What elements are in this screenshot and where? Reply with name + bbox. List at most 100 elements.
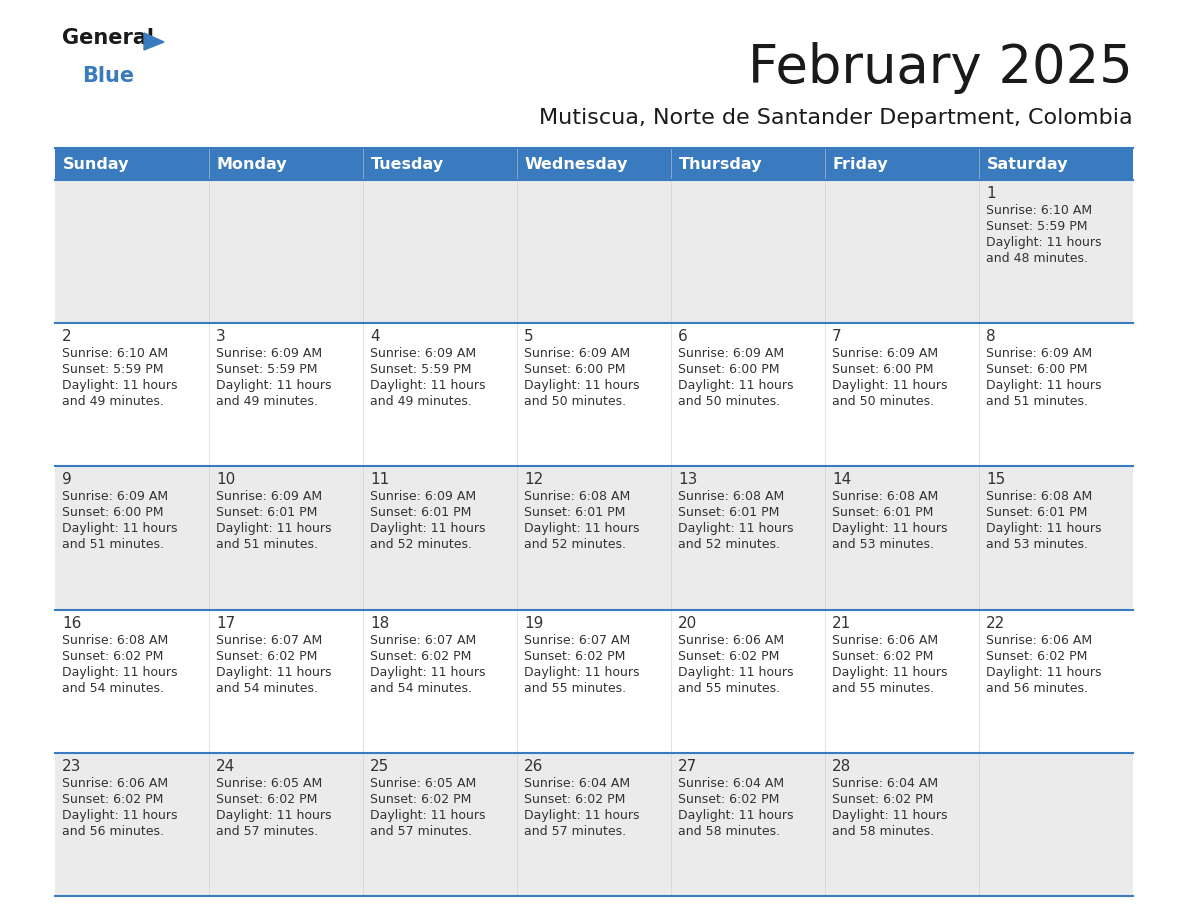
- Text: 5: 5: [524, 330, 533, 344]
- Text: Sunrise: 6:09 AM: Sunrise: 6:09 AM: [678, 347, 784, 360]
- Text: Sunrise: 6:09 AM: Sunrise: 6:09 AM: [216, 490, 322, 503]
- Text: Daylight: 11 hours: Daylight: 11 hours: [524, 379, 639, 392]
- Text: Daylight: 11 hours: Daylight: 11 hours: [832, 379, 948, 392]
- Text: 2: 2: [62, 330, 71, 344]
- Text: Daylight: 11 hours: Daylight: 11 hours: [678, 379, 794, 392]
- Text: and 55 minutes.: and 55 minutes.: [678, 681, 781, 695]
- Text: Daylight: 11 hours: Daylight: 11 hours: [62, 522, 177, 535]
- Text: Sunrise: 6:05 AM: Sunrise: 6:05 AM: [216, 777, 322, 789]
- Text: Sunrise: 6:06 AM: Sunrise: 6:06 AM: [678, 633, 784, 646]
- Text: Sunrise: 6:08 AM: Sunrise: 6:08 AM: [62, 633, 169, 646]
- Text: 12: 12: [524, 473, 543, 487]
- Text: Daylight: 11 hours: Daylight: 11 hours: [62, 666, 177, 678]
- Text: 9: 9: [62, 473, 71, 487]
- Text: and 49 minutes.: and 49 minutes.: [62, 396, 164, 409]
- Text: and 57 minutes.: and 57 minutes.: [369, 824, 472, 838]
- Text: and 53 minutes.: and 53 minutes.: [832, 538, 934, 552]
- Text: Sunset: 6:02 PM: Sunset: 6:02 PM: [832, 650, 934, 663]
- Text: and 55 minutes.: and 55 minutes.: [524, 681, 626, 695]
- Text: General: General: [62, 28, 154, 48]
- Text: Sunrise: 6:07 AM: Sunrise: 6:07 AM: [216, 633, 322, 646]
- Text: and 54 minutes.: and 54 minutes.: [216, 681, 318, 695]
- Text: Sunset: 6:02 PM: Sunset: 6:02 PM: [369, 793, 472, 806]
- Text: Sunrise: 6:07 AM: Sunrise: 6:07 AM: [524, 633, 631, 646]
- Text: Sunrise: 6:04 AM: Sunrise: 6:04 AM: [678, 777, 784, 789]
- FancyBboxPatch shape: [55, 610, 1133, 753]
- Text: Daylight: 11 hours: Daylight: 11 hours: [62, 379, 177, 392]
- FancyBboxPatch shape: [55, 466, 1133, 610]
- Text: Sunrise: 6:10 AM: Sunrise: 6:10 AM: [986, 204, 1092, 217]
- Text: Sunday: Sunday: [63, 156, 129, 172]
- Text: Daylight: 11 hours: Daylight: 11 hours: [524, 522, 639, 535]
- Text: Sunset: 6:01 PM: Sunset: 6:01 PM: [369, 507, 472, 520]
- Text: Daylight: 11 hours: Daylight: 11 hours: [678, 666, 794, 678]
- Text: Saturday: Saturday: [987, 156, 1068, 172]
- Text: and 49 minutes.: and 49 minutes.: [369, 396, 472, 409]
- Text: 4: 4: [369, 330, 380, 344]
- Text: 11: 11: [369, 473, 390, 487]
- Text: 23: 23: [62, 759, 81, 774]
- Text: 26: 26: [524, 759, 543, 774]
- Text: 19: 19: [524, 616, 543, 631]
- Text: and 56 minutes.: and 56 minutes.: [986, 681, 1088, 695]
- FancyBboxPatch shape: [55, 180, 1133, 323]
- Text: and 49 minutes.: and 49 minutes.: [216, 396, 318, 409]
- Text: and 54 minutes.: and 54 minutes.: [62, 681, 164, 695]
- Text: Daylight: 11 hours: Daylight: 11 hours: [986, 666, 1101, 678]
- Text: and 51 minutes.: and 51 minutes.: [216, 538, 318, 552]
- Text: and 55 minutes.: and 55 minutes.: [832, 681, 934, 695]
- Polygon shape: [144, 33, 164, 50]
- Text: 25: 25: [369, 759, 390, 774]
- Text: Sunset: 6:00 PM: Sunset: 6:00 PM: [62, 507, 164, 520]
- Text: 28: 28: [832, 759, 852, 774]
- Text: Thursday: Thursday: [678, 156, 763, 172]
- Text: Daylight: 11 hours: Daylight: 11 hours: [678, 522, 794, 535]
- Text: Sunrise: 6:09 AM: Sunrise: 6:09 AM: [832, 347, 939, 360]
- Text: Sunrise: 6:06 AM: Sunrise: 6:06 AM: [986, 633, 1092, 646]
- Text: Blue: Blue: [82, 66, 134, 86]
- Text: 6: 6: [678, 330, 688, 344]
- Text: Sunrise: 6:06 AM: Sunrise: 6:06 AM: [832, 633, 939, 646]
- Text: Sunrise: 6:04 AM: Sunrise: 6:04 AM: [524, 777, 630, 789]
- Text: Sunset: 6:02 PM: Sunset: 6:02 PM: [524, 793, 625, 806]
- Text: Daylight: 11 hours: Daylight: 11 hours: [986, 236, 1101, 249]
- Text: Sunset: 6:02 PM: Sunset: 6:02 PM: [369, 650, 472, 663]
- Text: and 57 minutes.: and 57 minutes.: [524, 824, 626, 838]
- Text: 20: 20: [678, 616, 697, 631]
- Text: 15: 15: [986, 473, 1005, 487]
- Text: Sunset: 6:02 PM: Sunset: 6:02 PM: [524, 650, 625, 663]
- Text: and 57 minutes.: and 57 minutes.: [216, 824, 318, 838]
- Text: Daylight: 11 hours: Daylight: 11 hours: [62, 809, 177, 822]
- Text: Sunset: 6:02 PM: Sunset: 6:02 PM: [678, 793, 779, 806]
- Text: Daylight: 11 hours: Daylight: 11 hours: [216, 379, 331, 392]
- Text: Sunrise: 6:09 AM: Sunrise: 6:09 AM: [216, 347, 322, 360]
- Text: Daylight: 11 hours: Daylight: 11 hours: [986, 379, 1101, 392]
- Text: Sunset: 6:00 PM: Sunset: 6:00 PM: [678, 364, 779, 376]
- Text: Daylight: 11 hours: Daylight: 11 hours: [369, 809, 486, 822]
- Text: 16: 16: [62, 616, 81, 631]
- Text: Sunset: 6:02 PM: Sunset: 6:02 PM: [216, 650, 317, 663]
- Text: Daylight: 11 hours: Daylight: 11 hours: [216, 809, 331, 822]
- Text: Daylight: 11 hours: Daylight: 11 hours: [216, 666, 331, 678]
- Text: Daylight: 11 hours: Daylight: 11 hours: [524, 666, 639, 678]
- Text: Sunset: 6:02 PM: Sunset: 6:02 PM: [986, 650, 1087, 663]
- Text: and 52 minutes.: and 52 minutes.: [678, 538, 781, 552]
- Text: Sunset: 6:00 PM: Sunset: 6:00 PM: [832, 364, 934, 376]
- Text: Sunset: 6:01 PM: Sunset: 6:01 PM: [678, 507, 779, 520]
- Text: Daylight: 11 hours: Daylight: 11 hours: [524, 809, 639, 822]
- Text: Sunrise: 6:04 AM: Sunrise: 6:04 AM: [832, 777, 939, 789]
- Text: Sunrise: 6:09 AM: Sunrise: 6:09 AM: [369, 490, 476, 503]
- Text: and 48 minutes.: and 48 minutes.: [986, 252, 1088, 265]
- Text: and 53 minutes.: and 53 minutes.: [986, 538, 1088, 552]
- Text: Sunset: 6:02 PM: Sunset: 6:02 PM: [832, 793, 934, 806]
- Text: Daylight: 11 hours: Daylight: 11 hours: [986, 522, 1101, 535]
- Text: Sunrise: 6:09 AM: Sunrise: 6:09 AM: [524, 347, 630, 360]
- Text: Sunrise: 6:09 AM: Sunrise: 6:09 AM: [369, 347, 476, 360]
- Text: Sunset: 6:02 PM: Sunset: 6:02 PM: [678, 650, 779, 663]
- Text: Sunrise: 6:06 AM: Sunrise: 6:06 AM: [62, 777, 169, 789]
- Text: Daylight: 11 hours: Daylight: 11 hours: [369, 666, 486, 678]
- Text: Sunset: 5:59 PM: Sunset: 5:59 PM: [62, 364, 164, 376]
- Text: Wednesday: Wednesday: [525, 156, 628, 172]
- Text: 1: 1: [986, 186, 996, 201]
- Text: Sunset: 6:01 PM: Sunset: 6:01 PM: [524, 507, 625, 520]
